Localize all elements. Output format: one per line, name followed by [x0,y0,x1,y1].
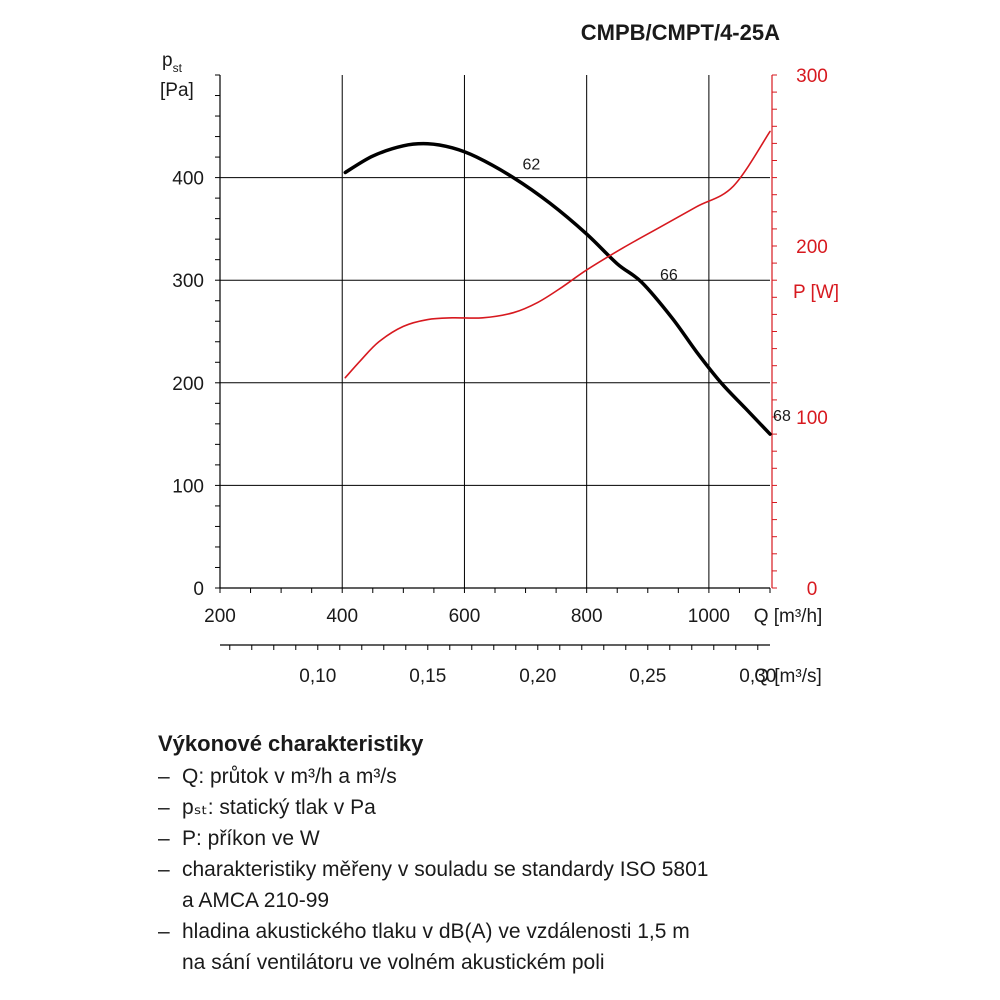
x2-tick-label: 0,10 [299,666,336,687]
legend-dash: – [158,765,170,788]
x-axis-label: Q [m³/h] [754,606,823,627]
x2-tick-label: 0,15 [409,666,446,687]
legend-dash: – [158,858,170,881]
legend-item-text: charakteristiky měřeny v souladu se stan… [182,858,709,912]
legend: Výkonové charakteristiky – Q: průtok v m… [158,728,878,978]
y-left-tick-label: 300 [172,271,204,292]
y-left-axis-unit: [Pa] [160,80,194,101]
legend-item: – P: příkon ve W [158,823,878,854]
axes [215,74,777,650]
y-left-tick-label: 100 [172,476,204,497]
y-right-axis-label: P [W] [793,282,839,303]
legend-heading: Výkonové charakteristiky [158,731,424,756]
legend-item-text: hladina akustického tlaku v dB(A) ve vzd… [182,920,690,974]
x2-tick-label: 0,25 [629,666,666,687]
x-tick-label: 1000 [688,606,730,627]
curve-annotation: 66 [660,267,678,284]
y-right-tick-label: 300 [796,66,828,87]
x2-axis-label: Q [m³/s] [754,666,822,687]
legend-dash: – [158,920,170,943]
y-left-axis-label-sub: st [173,61,183,75]
x-tick-label: 400 [326,606,358,627]
chart-title: CMPB/CMPT/4-25A [580,20,780,45]
legend-item: – hladina akustického tlaku v dB(A) ve v… [158,916,878,978]
legend-dash: – [158,796,170,819]
y-right-tick-label: 100 [796,408,828,429]
legend-item: – Q: průtok v m³/h a m³/s [158,761,878,792]
curve-annotation: 68 [773,408,791,425]
legend-dash: – [158,827,170,850]
x-tick-label: 600 [449,606,481,627]
y-left-axis-label: pst [162,50,183,75]
pressure-curve [343,141,772,436]
legend-item: – pₛₜ: statický tlak v Pa [158,792,878,823]
legend-item-text: Q: průtok v m³/h a m³/s [182,765,397,788]
legend-item-text: pₛₜ: statický tlak v Pa [182,796,376,819]
y-left-tick-label: 0 [193,579,204,600]
y-left-tick-label: 200 [172,374,204,395]
y-left-axis-label-main: p [162,50,173,71]
grid [220,75,770,588]
y-left-tick-label: 400 [172,169,204,190]
x2-tick-label: 0,20 [519,666,556,687]
y-right-tick-label: 0 [807,579,818,600]
labels-layer: 200 400 600 800 1000 Q [m³/h]0,10 0,15 0,20 0,25… [160,50,839,687]
power-curve [344,130,771,379]
legend-item: – charakteristiky měřeny v souladu se st… [158,854,878,916]
y-right-tick-label: 200 [796,237,828,258]
series-layer [343,130,772,436]
curve-annotation: 62 [523,156,541,173]
x2-tick-label: 0,30 [739,666,776,687]
x-tick-label: 200 [204,606,236,627]
x-tick-label: 800 [571,606,603,627]
legend-item-text: P: příkon ve W [182,827,320,850]
performance-chart: 200 400 600 800 1000 Q [m³/h]0,10 0,15 0,20 0,25… [160,50,839,687]
